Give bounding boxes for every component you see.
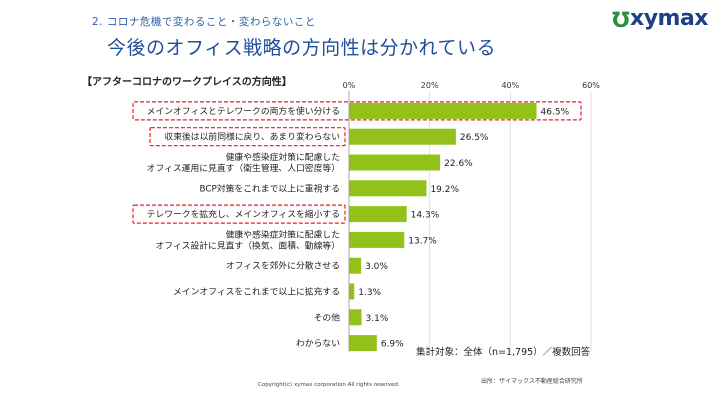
x-tick-label: 60% — [582, 81, 600, 90]
category-label-line: 健康や感染症対策に配慮した — [226, 151, 340, 163]
highlight-box — [149, 127, 346, 147]
category-label-line: わからない — [296, 338, 340, 349]
highlight-box — [132, 204, 346, 224]
data-label: 14.3% — [411, 211, 440, 221]
data-label: 3.1% — [366, 314, 389, 324]
bar — [349, 180, 427, 197]
logo-mark-icon: ℧ — [612, 8, 630, 32]
bar — [349, 231, 405, 248]
data-label: 3.0% — [365, 262, 388, 272]
data-label: 22.6% — [444, 159, 473, 169]
x-tick-label: 0% — [343, 81, 356, 90]
xymax-logo: ℧ xymax — [612, 4, 712, 32]
data-label: 6.9% — [381, 340, 404, 350]
category-label: メインオフィスをこれまで以上に拡充する — [173, 286, 340, 298]
category-label-line: 収束後は以前同様に戻り、あまり変わらない — [164, 131, 340, 143]
category-label-line: メインオフィスとテレワークの両方を使い分ける — [147, 105, 340, 117]
data-label: 19.2% — [430, 185, 459, 195]
page-title: 今後のオフィス戦略の方向性は分かれている — [107, 37, 497, 59]
data-label: 13.7% — [408, 236, 437, 246]
bar — [349, 206, 407, 223]
source-text: 出所：ザイマックス不動産総合研究所 — [481, 378, 583, 385]
bar — [349, 154, 441, 171]
category-label: 健康や感染症対策に配慮したオフィス設計に見直す（換気、面積、動線等） — [155, 228, 340, 251]
category-label-line: オフィスを郊外に分散させる — [226, 260, 340, 272]
category-label-line: 健康や感染症対策に配慮した — [226, 228, 340, 240]
category-label-line: テレワークを拡充し、メインオフィスを縮小する — [147, 208, 340, 220]
bar — [349, 128, 456, 145]
category-label: メインオフィスとテレワークの両方を使い分ける — [147, 105, 340, 117]
highlight-box — [132, 101, 582, 121]
category-label: BCP対策をこれまで以上に重視する — [200, 182, 341, 194]
section-heading: 2. コロナ危機で変わること・変わらないこと — [92, 16, 316, 28]
category-label: その他 — [314, 311, 341, 323]
category-label: オフィスを郊外に分散させる — [226, 260, 340, 272]
chart-note: 集計対象：全体（n=1,795）／複数回答 — [416, 347, 591, 358]
bar — [349, 309, 362, 326]
category-label-line: BCP対策をこれまで以上に重視する — [200, 182, 341, 194]
data-label: 1.3% — [358, 288, 381, 298]
category-label-line: メインオフィスをこれまで以上に拡充する — [173, 286, 340, 298]
bar — [349, 283, 355, 300]
x-tick-label: 40% — [501, 81, 519, 90]
logo-wordmark: xymax — [630, 6, 709, 31]
category-label-line: その他 — [314, 311, 341, 323]
category-label: テレワークを拡充し、メインオフィスを縮小する — [147, 208, 340, 220]
copyright-text: Copyright(c) xymax corporation All right… — [258, 382, 400, 388]
category-label: 収束後は以前同様に戻り、あまり変わらない — [164, 131, 340, 143]
category-label-line: オフィス運用に見直す（衛生管理、人口密度等） — [147, 162, 340, 174]
data-label: 26.5% — [460, 133, 489, 143]
bar — [349, 102, 537, 119]
category-label-line: オフィス設計に見直す（換気、面積、動線等） — [155, 239, 340, 251]
bar — [349, 257, 362, 274]
bar — [349, 335, 377, 352]
category-label: 健康や感染症対策に配慮したオフィス運用に見直す（衛生管理、人口密度等） — [147, 151, 340, 174]
data-label: 46.5% — [541, 107, 570, 117]
x-tick-label: 20% — [421, 81, 439, 90]
category-label: わからない — [296, 338, 340, 349]
chart-title: 【アフターコロナのワークプレイスの方向性】 — [82, 77, 292, 88]
